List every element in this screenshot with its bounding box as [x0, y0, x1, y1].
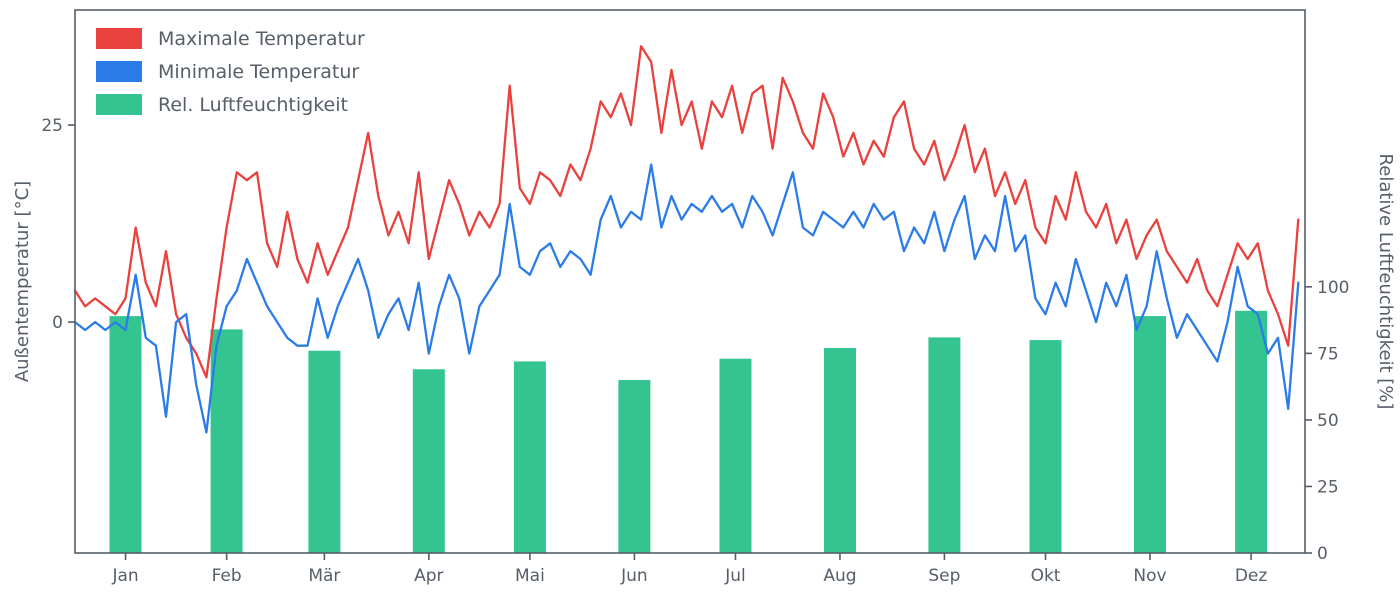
left-axis: 0 25	[41, 116, 75, 333]
right-tick-label: 75	[1317, 344, 1339, 364]
legend-swatch	[96, 94, 142, 115]
right-tick-label: 50	[1317, 411, 1339, 431]
max-temperature-line	[73, 45, 1300, 379]
x-tick-label: Apr	[414, 566, 443, 586]
right-tick-label: 25	[1317, 477, 1339, 497]
humidity-bar	[1134, 316, 1166, 553]
x-tick-label: Jun	[620, 566, 648, 586]
humidity-bars	[109, 310, 1268, 553]
humidity-bar	[719, 358, 752, 553]
humidity-bar	[1029, 340, 1062, 553]
humidity-bar	[308, 350, 341, 553]
x-tick-label: Mär	[308, 566, 340, 586]
humidity-bar	[928, 337, 961, 553]
right-axis-label: Relative Luftfeuchtigkeit [%]	[1375, 154, 1396, 410]
x-tick-label: Dez	[1235, 566, 1268, 586]
humidity-bar	[824, 348, 856, 553]
humidity-bar	[618, 380, 651, 553]
legend-label: Maximale Temperatur	[158, 28, 365, 50]
humidity-bar	[109, 316, 142, 553]
plot-border	[74, 9, 1306, 554]
x-tick-label: Okt	[1031, 566, 1061, 586]
legend-swatch	[96, 28, 142, 49]
x-tick-label: Nov	[1133, 566, 1166, 586]
legend-label: Minimale Temperatur	[158, 61, 359, 83]
x-axis: Jan Feb Mär Apr Mai Jun Jul Aug Sep Okt Nov Dez	[111, 553, 1267, 586]
x-tick-label: Feb	[212, 566, 242, 586]
humidity-bar	[210, 329, 243, 553]
right-axis: 0 25 50 75 100	[1305, 278, 1349, 564]
min-temperature-line	[73, 163, 1300, 434]
x-tick-label: Mai	[515, 566, 545, 586]
humidity-bar	[412, 369, 445, 553]
left-tick-label: 25	[41, 116, 63, 136]
humidity-bar	[513, 361, 546, 553]
right-tick-label: 100	[1317, 278, 1349, 298]
legend-label: Rel. Luftfeuchtigkeit	[158, 94, 348, 116]
legend-swatch	[96, 61, 142, 82]
x-tick-label: Jan	[111, 566, 138, 586]
left-axis-label: Außentemperatur [°C]	[12, 181, 33, 382]
left-tick-label: 0	[52, 313, 63, 333]
x-tick-label: Sep	[928, 566, 960, 586]
right-tick-label: 0	[1317, 544, 1328, 564]
legend: Maximale Temperatur Minimale Temperatur Re…	[96, 28, 365, 116]
x-tick-label: Aug	[823, 566, 856, 586]
humidity-bar	[1235, 310, 1268, 553]
x-tick-label: Jul	[724, 566, 746, 586]
